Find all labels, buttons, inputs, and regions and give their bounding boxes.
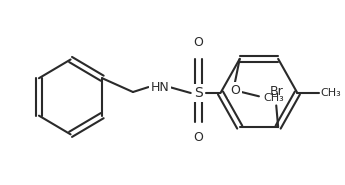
Text: O: O <box>230 84 240 97</box>
Text: O: O <box>194 131 203 144</box>
Text: Br: Br <box>269 85 283 98</box>
Text: HN: HN <box>150 81 169 94</box>
Text: CH₃: CH₃ <box>264 93 285 103</box>
Text: O: O <box>194 36 203 49</box>
Text: CH₃: CH₃ <box>321 88 341 98</box>
Text: S: S <box>194 86 203 100</box>
